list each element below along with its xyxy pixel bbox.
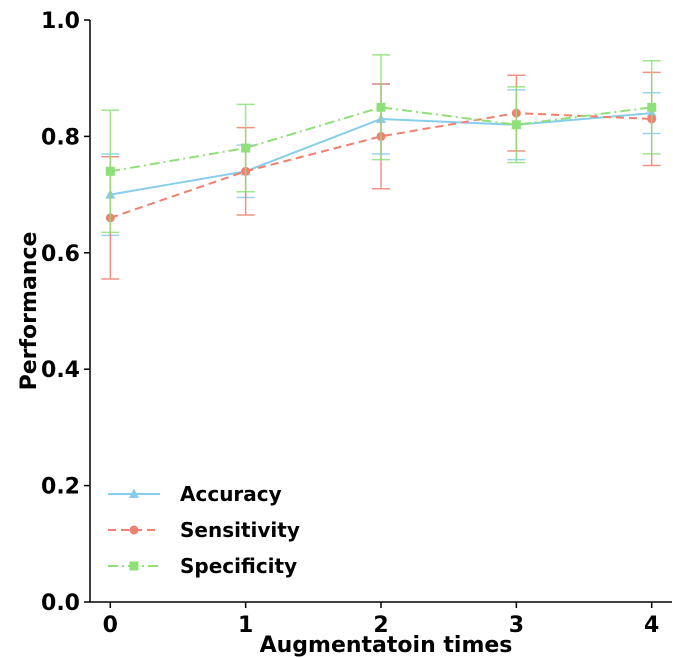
line-specificity xyxy=(110,106,652,173)
legend-label-sensitivity: Sensitivity xyxy=(180,518,300,542)
legend-label-specificity: Specificity xyxy=(180,554,297,578)
legend-item-accuracy: Accuracy xyxy=(108,482,282,506)
y-tick-label: 0.2 xyxy=(41,475,80,500)
x-tick-label: 2 xyxy=(373,613,388,638)
point-specificity xyxy=(376,102,386,112)
point-specificity xyxy=(511,120,521,130)
legend-marker-sensitivity xyxy=(129,525,139,535)
x-tick-label: 4 xyxy=(644,613,659,638)
line-sensitivity xyxy=(109,112,652,219)
x-tick-label: 0 xyxy=(103,613,118,638)
y-tick-label: 0.0 xyxy=(41,591,80,616)
y-tick-label: 1.0 xyxy=(41,9,80,34)
legend-marker-specificity xyxy=(129,561,139,571)
point-specificity xyxy=(105,166,115,176)
x-ticks: 0 1 2 3 4 xyxy=(103,602,659,638)
y-tick-label: 0.4 xyxy=(41,358,80,383)
point-specificity xyxy=(647,102,657,112)
y-tick-label: 0.8 xyxy=(41,125,80,150)
legend-marker-accuracy xyxy=(129,488,139,498)
point-specificity xyxy=(241,143,251,153)
legend-item-sensitivity: Sensitivity xyxy=(108,518,300,542)
legend-item-specificity: Specificity xyxy=(108,554,297,578)
series-specificity xyxy=(101,54,661,234)
y-axis-title: Performance xyxy=(17,232,42,391)
legend: Accuracy Sensitivity Specificity xyxy=(108,482,300,578)
x-tick-label: 1 xyxy=(238,613,253,638)
y-tick-label: 0.6 xyxy=(41,242,80,267)
y-ticks: 0.0 0.2 0.4 0.6 0.8 1.0 xyxy=(41,9,90,616)
x-axis-title: Augmentatoin times xyxy=(260,633,513,658)
x-tick-label: 3 xyxy=(509,613,524,638)
series-layer xyxy=(101,54,661,280)
legend-label-accuracy: Accuracy xyxy=(180,482,282,506)
